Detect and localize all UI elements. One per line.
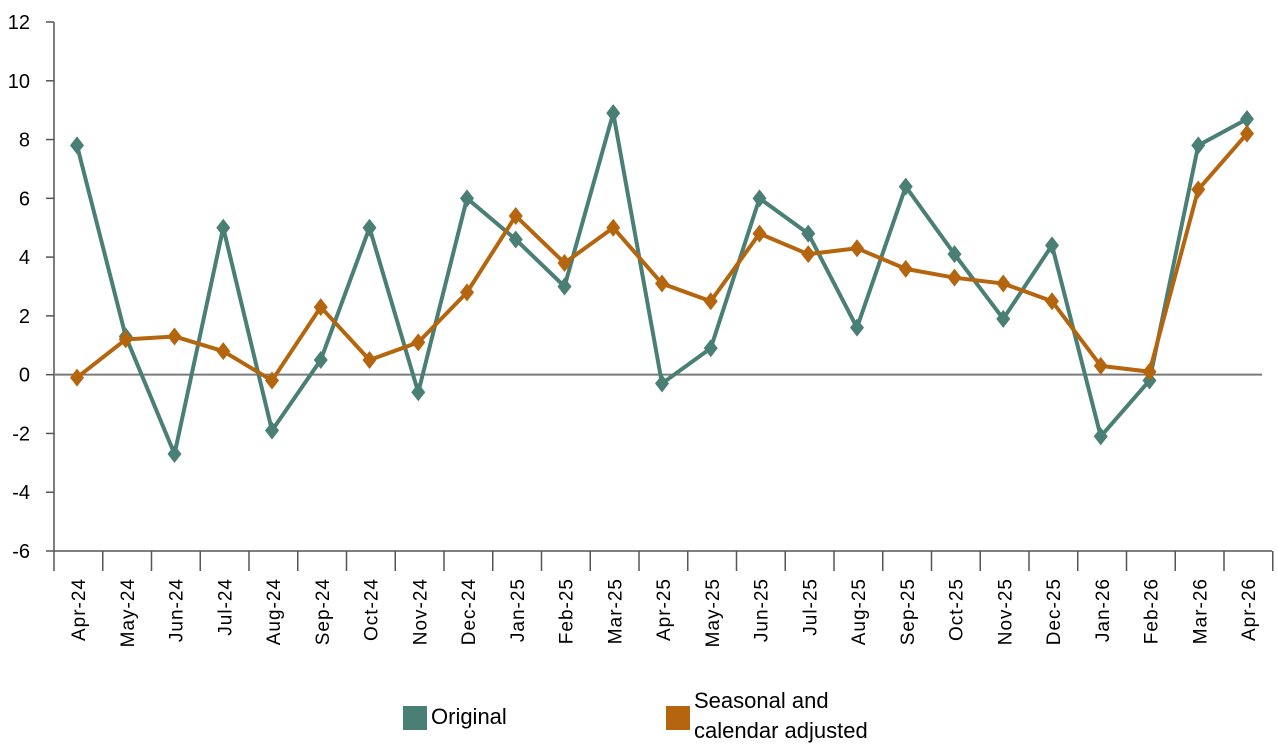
data-point-marker xyxy=(947,268,962,287)
x-tick-label: Jul-25 xyxy=(800,578,821,636)
data-point-marker xyxy=(1191,136,1206,155)
y-tick-label: 2 xyxy=(19,306,30,328)
data-point-marker xyxy=(801,245,816,264)
x-tick-label: Apr-24 xyxy=(69,578,90,641)
x-tick-label: Mar-25 xyxy=(605,578,626,644)
x-tick-label: Feb-25 xyxy=(557,578,578,644)
y-tick-label: 8 xyxy=(19,130,30,152)
y-tick-label: -2 xyxy=(12,423,30,445)
data-point-marker xyxy=(1240,124,1254,143)
x-tick-label: Jul-24 xyxy=(215,578,236,636)
x-tick-label: Apr-26 xyxy=(1239,578,1260,641)
data-point-marker xyxy=(265,421,279,440)
x-tick-label: May-24 xyxy=(118,578,139,647)
data-point-marker xyxy=(996,274,1011,293)
data-point-marker xyxy=(1191,180,1206,199)
data-point-marker xyxy=(752,189,767,208)
data-point-marker xyxy=(362,350,377,369)
data-point-marker xyxy=(313,298,328,317)
y-tick-label: 4 xyxy=(19,247,30,269)
data-point-marker xyxy=(508,206,523,225)
x-tick-label: Sep-24 xyxy=(313,578,334,645)
data-point-marker xyxy=(655,274,669,293)
series-layer xyxy=(70,104,1254,464)
data-point-marker xyxy=(947,245,962,264)
legend-label-adjusted-line1: Seasonal and xyxy=(694,688,829,713)
data-point-marker xyxy=(752,224,767,243)
data-point-marker xyxy=(557,253,572,272)
data-point-marker xyxy=(118,330,133,349)
data-point-marker xyxy=(216,218,231,237)
data-point-marker xyxy=(216,342,231,361)
data-point-marker xyxy=(850,318,864,337)
data-point-marker xyxy=(508,230,523,249)
x-tick-label: Nov-25 xyxy=(995,578,1016,645)
data-point-marker xyxy=(70,368,84,387)
data-point-marker xyxy=(411,383,426,402)
data-point-marker xyxy=(167,445,182,464)
x-tick-label: Sep-25 xyxy=(898,578,919,645)
y-tick-label: 12 xyxy=(8,12,30,34)
x-tick-label: Dec-24 xyxy=(459,578,480,645)
x-tick-label: Jan-25 xyxy=(508,578,529,642)
x-tick-label: Nov-24 xyxy=(410,578,431,645)
series-original xyxy=(70,104,1254,464)
line-chart: -6 -4 -2 0 2 4 6 8 10 12 Apr-24 May-24 Jun-24 Jul-24… xyxy=(8,12,1274,647)
y-tick-label: 0 xyxy=(19,365,30,387)
data-point-marker xyxy=(606,104,621,123)
x-tick-label: Aug-24 xyxy=(264,578,285,645)
y-tick-label: 10 xyxy=(8,71,30,93)
data-point-marker xyxy=(850,239,864,258)
data-point-marker xyxy=(703,339,718,358)
data-point-marker xyxy=(898,259,913,278)
legend-item-adjusted: Seasonal and calendar adjusted xyxy=(666,686,868,746)
data-point-marker xyxy=(411,333,426,352)
data-point-marker xyxy=(460,283,474,302)
y-tick-label: 6 xyxy=(19,188,30,210)
data-point-marker xyxy=(1240,109,1254,128)
legend-item-original: Original xyxy=(403,704,507,732)
x-tick-label: May-25 xyxy=(703,578,724,647)
data-point-marker xyxy=(313,350,328,369)
data-point-marker xyxy=(996,309,1011,328)
data-point-marker xyxy=(1142,362,1157,381)
x-axis: Apr-24 May-24 Jun-24 Jul-24 Aug-24 Sep-24 Oct-… xyxy=(53,373,1274,647)
x-tick-label: Mar-26 xyxy=(1190,578,1211,644)
x-tick-label: Oct-24 xyxy=(362,578,383,641)
x-tick-label: Feb-26 xyxy=(1142,578,1163,644)
data-point-marker xyxy=(70,136,84,155)
data-point-marker xyxy=(362,218,377,237)
x-tick-label: Dec-25 xyxy=(1044,578,1065,645)
legend-label-adjusted: Seasonal and calendar adjusted xyxy=(694,686,868,746)
legend: Original Seasonal and calendar adjusted xyxy=(0,688,1278,747)
legend-swatch-adjusted xyxy=(666,706,690,730)
data-point-marker xyxy=(898,177,913,196)
data-point-marker xyxy=(460,189,474,208)
data-point-marker xyxy=(1093,427,1108,446)
data-point-marker xyxy=(167,327,182,346)
y-axis: -6 -4 -2 0 2 4 6 8 10 12 xyxy=(8,12,55,563)
x-tick-label: Oct-25 xyxy=(947,578,968,641)
legend-swatch-original xyxy=(403,706,427,730)
x-tick-label: Apr-25 xyxy=(654,578,675,641)
y-tick-label: -4 xyxy=(12,482,30,504)
data-point-marker xyxy=(557,277,572,296)
data-point-marker xyxy=(606,218,621,237)
data-point-marker xyxy=(1093,356,1108,375)
series-adjusted xyxy=(70,124,1254,390)
x-tick-label: Jun-25 xyxy=(752,578,773,642)
legend-label-adjusted-line2: calendar adjusted xyxy=(694,718,868,743)
x-tick-label: Jun-24 xyxy=(167,578,188,642)
data-point-marker xyxy=(265,371,279,390)
data-point-marker xyxy=(703,292,718,311)
data-point-marker xyxy=(655,374,669,393)
legend-label-original: Original xyxy=(431,704,507,729)
y-tick-label: -6 xyxy=(12,541,30,563)
data-point-marker xyxy=(1045,236,1059,255)
data-point-marker xyxy=(1045,292,1059,311)
x-tick-label: Aug-25 xyxy=(849,578,870,645)
x-tick-label: Jan-26 xyxy=(1093,578,1114,642)
data-point-marker xyxy=(801,224,816,243)
